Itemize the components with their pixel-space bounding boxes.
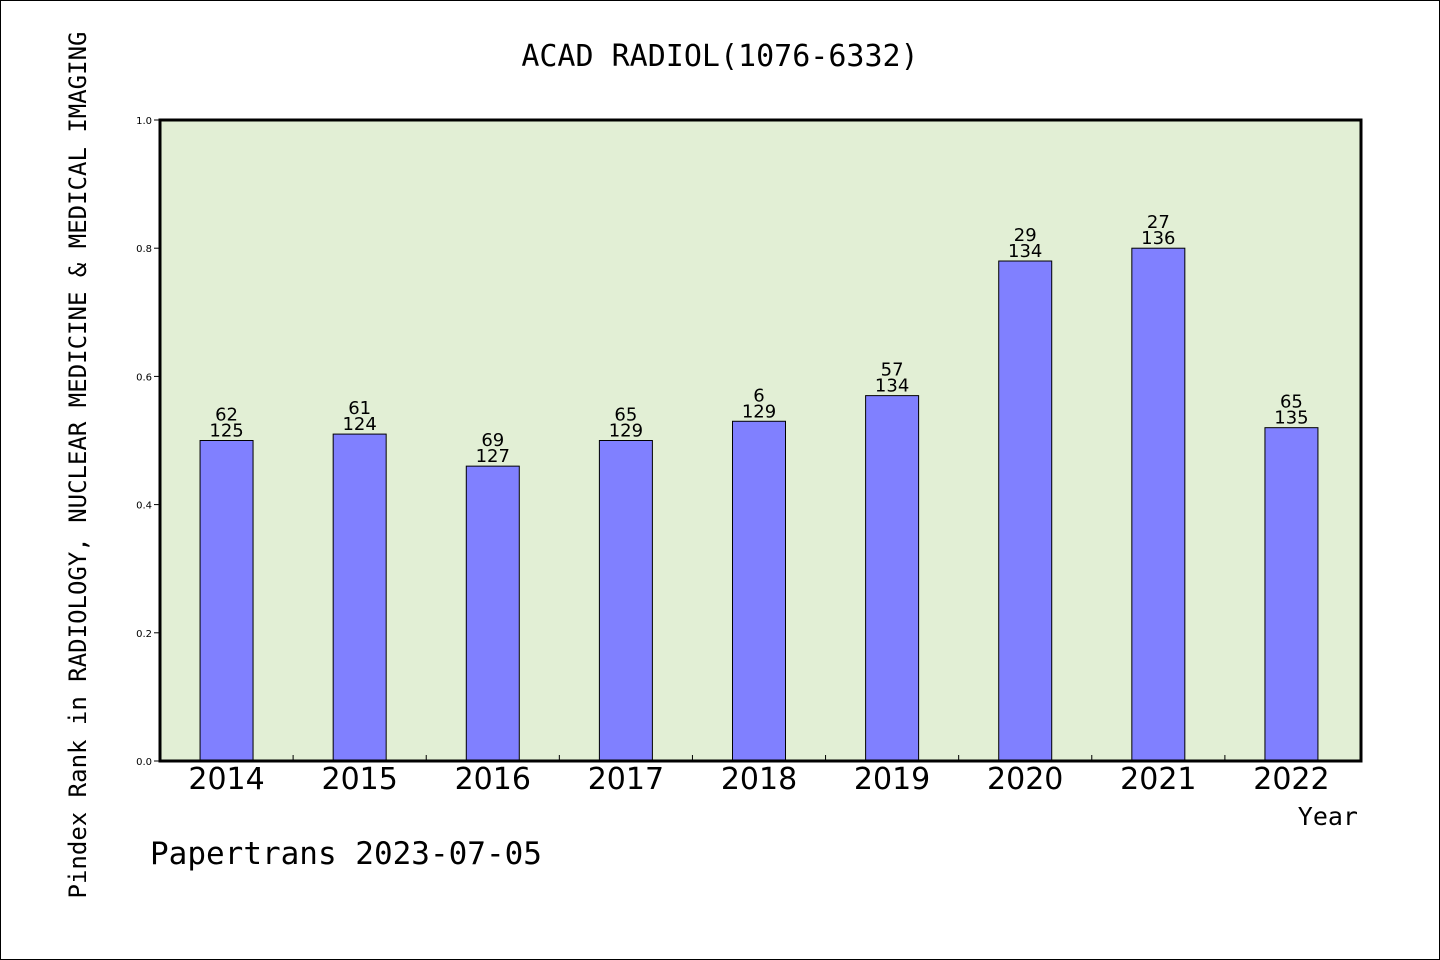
y-tick-label: 0.4 <box>136 501 152 512</box>
y-tick-label: 1.0 <box>136 116 152 127</box>
bar-2019 <box>865 395 920 762</box>
x-tick-label: 2018 <box>721 762 797 797</box>
bar-rank-label: 61 <box>348 398 371 419</box>
bars-group <box>199 247 1319 762</box>
x-tick-label: 2020 <box>987 762 1063 797</box>
bar-total-label: 134 <box>1008 241 1042 262</box>
bar-rank-label: 27 <box>1147 212 1170 233</box>
bar-rank-label: 65 <box>614 405 637 426</box>
bar-total-label: 125 <box>209 421 243 442</box>
footer-credit: Papertrans 2023-07-05 <box>150 836 542 872</box>
y-tick-label: 0.8 <box>136 244 152 255</box>
x-tick-label: 2014 <box>188 762 264 797</box>
bar-total-label: 136 <box>1141 228 1175 249</box>
bar-labels-group: 6212561124691276512961295713429134271366… <box>209 212 1308 467</box>
x-tick-label: 2015 <box>321 762 397 797</box>
chart-title: ACAD RADIOL(1076-6332) <box>521 39 918 74</box>
x-tick-labels-group: 2014 2015 2016 2017 2018 2019 2020 2021 2022 <box>188 762 1329 797</box>
bar-2021 <box>1131 247 1186 762</box>
bar-2014 <box>199 440 254 762</box>
bar-2018 <box>732 420 786 762</box>
x-tick-label: 2017 <box>588 762 664 797</box>
x-tick-label: 2019 <box>854 762 930 797</box>
y-axis-ticks: 0.0 0.2 0.4 0.6 0.8 1.0 <box>136 116 160 768</box>
bar-total-label: 124 <box>342 414 376 435</box>
bar-rank-label: 65 <box>1280 392 1303 413</box>
bar-rank-label: 6 <box>753 385 764 406</box>
bar-total-label: 134 <box>875 376 909 397</box>
y-tick-label: 0.2 <box>136 629 152 640</box>
bar-rank-label: 57 <box>881 360 904 381</box>
bar-2017 <box>598 440 653 762</box>
y-tick-label: 0.0 <box>136 757 152 768</box>
bar-total-label: 127 <box>476 446 510 467</box>
y-tick-label: 0.6 <box>136 372 152 383</box>
bar-rank-label: 29 <box>1014 225 1037 246</box>
bar-2020 <box>998 260 1053 762</box>
x-tick-label: 2016 <box>455 762 531 797</box>
bar-total-label: 129 <box>609 421 643 442</box>
x-tick-label: 2021 <box>1120 762 1196 797</box>
bar-2016 <box>465 465 520 762</box>
bar-2015 <box>332 433 387 762</box>
y-axis-label: Pindex Rank in RADIOLOGY, NUCLEAR MEDICI… <box>64 32 92 899</box>
bar-total-label: 129 <box>742 401 776 422</box>
x-tick-label: 2022 <box>1253 762 1329 797</box>
bar-rank-label: 62 <box>215 405 238 426</box>
bar-rank-label: 69 <box>481 430 504 451</box>
bar-total-label: 135 <box>1274 408 1308 429</box>
x-axis-label: Year <box>1298 802 1358 831</box>
plot-border <box>158 118 1363 763</box>
bar-2022 <box>1264 427 1319 762</box>
